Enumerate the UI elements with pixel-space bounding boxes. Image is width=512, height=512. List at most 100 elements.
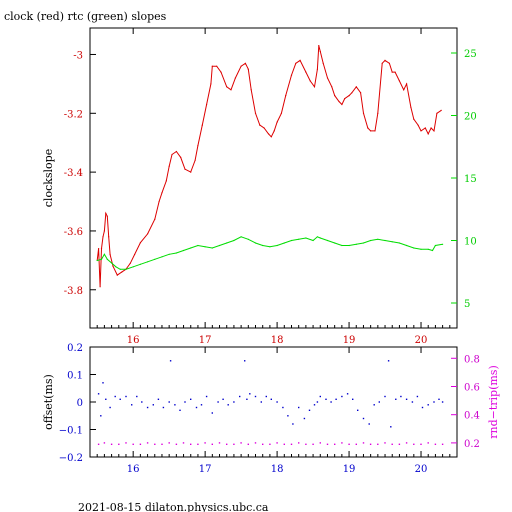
offset-point bbox=[308, 409, 311, 411]
rtc-point bbox=[125, 268, 127, 270]
upper-y-tick-label: -3.2 bbox=[64, 109, 83, 120]
rtc-point bbox=[100, 258, 103, 260]
lower-x-tick-label: 20 bbox=[415, 464, 428, 475]
clock-point bbox=[388, 62, 390, 64]
clock-point bbox=[391, 71, 393, 73]
rtc-point bbox=[384, 239, 386, 242]
offset-point bbox=[341, 395, 343, 398]
clock-point bbox=[316, 68, 318, 70]
rtc-point bbox=[175, 252, 177, 254]
clock-point bbox=[367, 127, 369, 129]
clock-point bbox=[247, 68, 249, 70]
rnd_trip-point bbox=[413, 443, 415, 445]
offset-point bbox=[179, 409, 181, 411]
rtc-point bbox=[420, 248, 422, 250]
clock-point bbox=[403, 89, 405, 91]
offset-point bbox=[390, 426, 392, 428]
rtc-point bbox=[298, 238, 300, 240]
clock-point bbox=[197, 145, 199, 147]
upper-y-tick-label: -3.8 bbox=[64, 286, 83, 297]
rnd_trip-point bbox=[233, 443, 235, 445]
offset-point bbox=[260, 401, 262, 403]
clock-point bbox=[430, 127, 432, 129]
offset-point bbox=[316, 401, 319, 403]
offset-point bbox=[292, 423, 294, 425]
clock-point bbox=[267, 133, 270, 135]
clock-point bbox=[171, 153, 173, 156]
upper-y2-tick-label: 10 bbox=[464, 237, 477, 248]
clock-point bbox=[263, 127, 265, 129]
offset-point bbox=[125, 395, 127, 398]
offset-point bbox=[400, 395, 402, 398]
rnd_trip-point bbox=[110, 443, 113, 445]
upper-panel: 16 17 18 19 20 -3 -3.2 -3.4 -3.6 -3.8 25 20 15 10 5 clo… bbox=[42, 27, 477, 346]
offset-point bbox=[421, 406, 424, 409]
clock-point bbox=[351, 92, 353, 94]
rnd_trip-point bbox=[319, 442, 321, 444]
rtc-point bbox=[391, 241, 393, 243]
rtc-point bbox=[154, 258, 156, 260]
rtc-point bbox=[398, 242, 400, 244]
clock-point bbox=[139, 242, 141, 244]
upper-y-tick-label: -3.4 bbox=[64, 168, 83, 179]
rtc-point bbox=[254, 242, 257, 244]
clock-point bbox=[334, 95, 336, 97]
rtc-point bbox=[211, 247, 213, 249]
rnd_trip-point bbox=[283, 443, 285, 445]
offset-point bbox=[319, 395, 321, 398]
rtc-point bbox=[442, 243, 444, 245]
upper-y2-tick-label: 25 bbox=[464, 49, 477, 60]
clock-point bbox=[240, 65, 242, 67]
rnd_trip-point bbox=[118, 443, 120, 445]
rnd_trip-point bbox=[211, 443, 213, 445]
lower-y2-axis-label: rnd−trip(ms) bbox=[487, 365, 500, 439]
offset-point bbox=[352, 398, 354, 400]
clock-point bbox=[201, 124, 203, 126]
offset-point bbox=[438, 398, 440, 400]
offset-point bbox=[136, 395, 138, 398]
upper-y-tick-label: -3.6 bbox=[64, 227, 83, 238]
clock-point bbox=[103, 230, 105, 232]
offset-point bbox=[313, 404, 316, 406]
offset-point bbox=[405, 398, 408, 400]
rtc-point bbox=[190, 247, 192, 249]
rnd_trip-point bbox=[161, 443, 163, 445]
clock-point bbox=[134, 253, 136, 256]
offset-point bbox=[282, 406, 284, 409]
rnd_trip-point bbox=[139, 443, 142, 445]
rtc-point bbox=[168, 253, 170, 255]
clock-point bbox=[276, 121, 278, 123]
offset-point bbox=[346, 393, 349, 395]
rtc-point bbox=[262, 244, 264, 247]
offset-point bbox=[411, 401, 414, 403]
offset-point bbox=[157, 398, 160, 400]
clock-point bbox=[250, 89, 252, 91]
rnd_trip-point bbox=[154, 443, 156, 445]
rtc-point bbox=[334, 242, 336, 244]
rtc-point bbox=[316, 236, 318, 238]
offset-point bbox=[387, 360, 390, 362]
clock-point bbox=[102, 236, 104, 238]
offset-point bbox=[174, 404, 176, 406]
clock-point bbox=[165, 180, 167, 182]
offset-point bbox=[441, 401, 444, 403]
rnd_trip-point bbox=[125, 442, 127, 444]
lower-y-tick-label: −0.2 bbox=[59, 453, 83, 464]
lower-y-tick-label: 0.2 bbox=[67, 343, 83, 354]
offset-point bbox=[246, 398, 248, 400]
rnd_trip-point bbox=[132, 443, 134, 445]
lower-y2-tick-label: 0.8 bbox=[464, 354, 480, 365]
upper-x-tick-label: 17 bbox=[199, 335, 212, 346]
clock-point bbox=[259, 124, 261, 126]
rnd_trip-point bbox=[146, 442, 149, 444]
rnd_trip-point bbox=[269, 443, 271, 445]
chart-title: clock (red) rtc (green) slopes bbox=[4, 10, 167, 23]
clock-point bbox=[109, 253, 111, 256]
rnd_trip-point bbox=[218, 442, 221, 444]
upper-y-tick-label: -3 bbox=[73, 50, 83, 61]
lower-y2-tick-label: 0.6 bbox=[464, 382, 480, 393]
upper-y-axis-label: clockslope bbox=[42, 149, 55, 207]
offset-point bbox=[276, 401, 278, 403]
offset-point bbox=[373, 404, 375, 406]
clock-point bbox=[280, 112, 282, 114]
